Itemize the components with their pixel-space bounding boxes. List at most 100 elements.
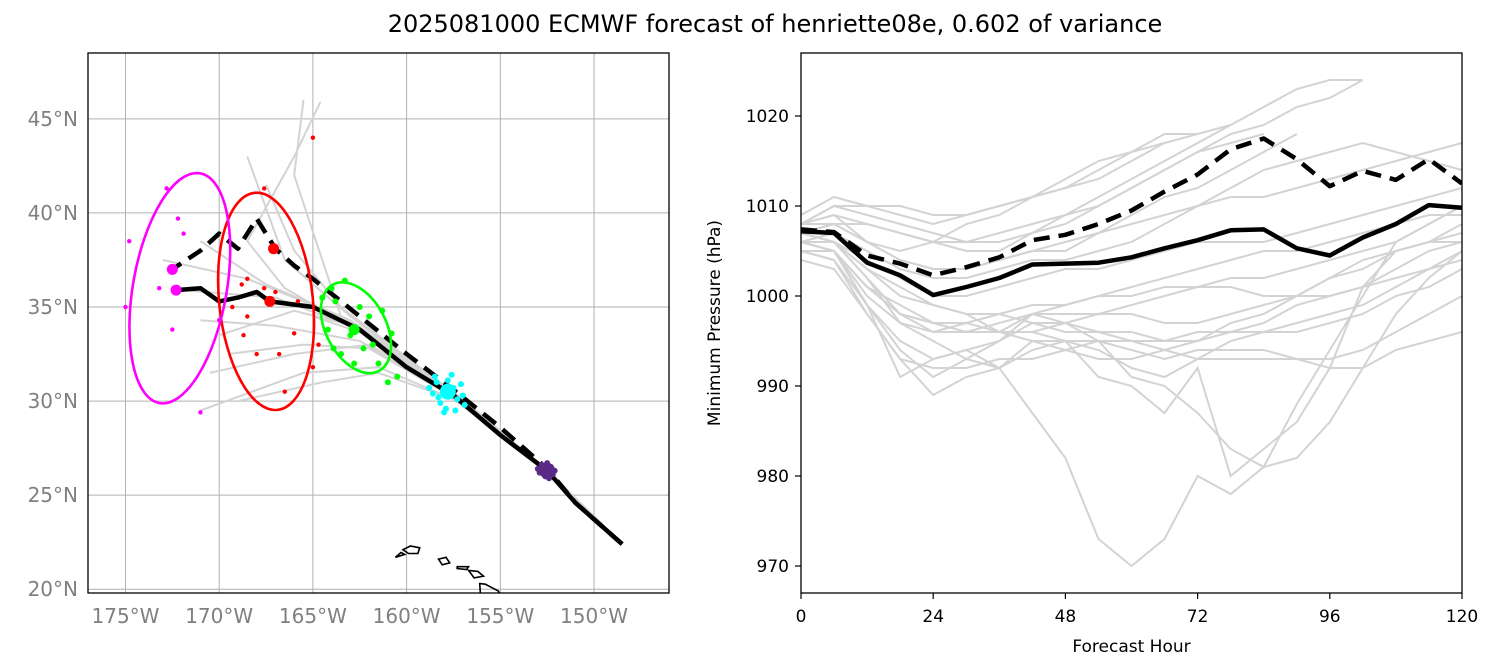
map-x-tick-label: 160°W [373,604,441,628]
pressure-ensemble-line [801,79,1364,243]
map-ensemble-track [200,366,623,545]
map-member-point-96h [241,333,246,338]
map-coastline [478,582,501,593]
map-ensemble-track [312,315,623,545]
map-spread-ellipse-120h [128,171,232,405]
pressure-ensemble-line [801,250,1462,361]
pressure-plot-area [801,79,1462,568]
map-ensemble-track [265,184,623,545]
map-ensemble-track [181,289,623,545]
map-member-point-120h [198,410,203,415]
map-center-point-72h [348,324,360,336]
pressure-ensemble-line [801,205,1462,333]
pressure-ensemble-line [801,124,1232,252]
pressure-frame [800,52,1463,594]
map-member-point-72h [394,373,401,380]
map-y-tick-label: 30°N [28,389,78,413]
pressure-ensemble-line [801,241,1462,333]
map-member-point-96h [261,186,267,191]
map-member-point-72h [384,379,391,386]
map-member-point-120h [181,231,186,236]
map-y-tick-label: 45°N [28,107,78,131]
map-ensemble-track [162,259,623,545]
map-member-point-48h [431,373,438,380]
map-mean-track-dashed [171,216,624,546]
pressure-y-tick-label: 1000 [746,287,789,307]
map-member-point-96h [239,282,244,287]
pressure-x-axis-label: Forecast Hour [1072,637,1190,657]
map-member-point-96h [261,285,267,291]
map-center-point-24h [539,462,556,479]
pressure-ensemble-line [801,241,1462,469]
map-spread-ellipse-96h [216,191,316,412]
pressure-ensemble-line [801,241,1462,360]
pressure-y-tick-label: 990 [757,377,789,397]
pressure-ensemble-line [801,79,1363,225]
map-ensemble-track [200,319,623,545]
map-member-point-72h [360,345,367,352]
pressure-ensemble-line [801,133,1264,243]
map-member-point-72h [375,360,382,367]
map-member-point-48h [429,390,436,397]
map-coastline [456,565,471,571]
map-x-tick-label: 170°W [185,604,253,628]
map-member-point-120h [170,327,175,332]
map-member-point-96h [254,351,259,357]
pressure-ensemble-line [801,259,1462,369]
pressure-x-tick-label: 72 [1187,607,1209,627]
map-member-point-48h [426,384,433,391]
map-member-point-120h [164,186,169,191]
map-member-point-48h [461,401,468,408]
map-member-point-96h [245,314,250,319]
pressure-y-tick-label: 1020 [746,107,789,127]
map-member-point-48h [448,371,455,378]
pressure-mean-line-solid [801,202,1462,298]
map-center-point-120h [170,284,182,296]
map-ensemble-track [246,156,623,545]
pressure-x-tick-label: 24 [922,607,944,627]
map-member-point-96h [230,304,235,310]
pressure-ensemble-line [801,250,1462,397]
map-coastline [401,545,421,555]
pressure-x-tick-label: 96 [1319,607,1341,627]
map-y-tick-label: 20°N [28,577,78,601]
map-marker-96h [268,243,280,255]
figure-title: 2025081000 ECMWF forecast of henriette08… [387,10,1163,38]
map-x-tick-label: 175°W [92,604,160,628]
map-frame [87,52,670,594]
map-member-point-96h [310,365,316,370]
map-member-point-48h [437,399,444,406]
map-member-point-48h [457,381,464,388]
pressure-ensemble-line [801,141,1462,279]
pressure-y-axis-label: Minimum Pressure (hPa) [705,220,725,426]
map-coastline [394,551,407,559]
pressure-ensemble-line [801,142,1165,253]
pressure-ensemble-line [801,232,1462,360]
map-member-point-96h [273,289,278,295]
map-member-point-48h [459,392,466,399]
map-member-point-96h [276,351,282,357]
map-y-tick-label: 25°N [28,483,78,507]
map-spread-ellipse-72h [319,280,393,375]
map-member-point-48h [454,396,461,403]
map-plot-area [88,53,669,593]
pressure-y-tick-label: 1010 [746,197,789,217]
map-marker-120h [166,263,178,275]
map-member-point-48h [452,407,459,414]
map-ensemble-track [218,309,623,545]
map-member-point-96h [316,342,321,347]
map-member-point-72h [356,304,363,311]
pressure-mean-line-dashed [801,136,1462,278]
map-y-tick-label: 40°N [28,201,78,225]
pressure-x-tick-label: 48 [1055,607,1077,627]
map-coastline [437,556,451,566]
map-member-point-120h [123,304,128,310]
map-member-point-96h [310,135,316,140]
map-member-point-72h [366,313,373,320]
map-x-tick-label: 165°W [279,604,347,628]
map-member-point-120h [127,238,132,244]
map-member-point-48h [444,377,451,384]
pressure-y-tick-label: 980 [757,467,789,487]
map-member-point-96h [295,299,301,304]
map-coastline [466,569,486,579]
